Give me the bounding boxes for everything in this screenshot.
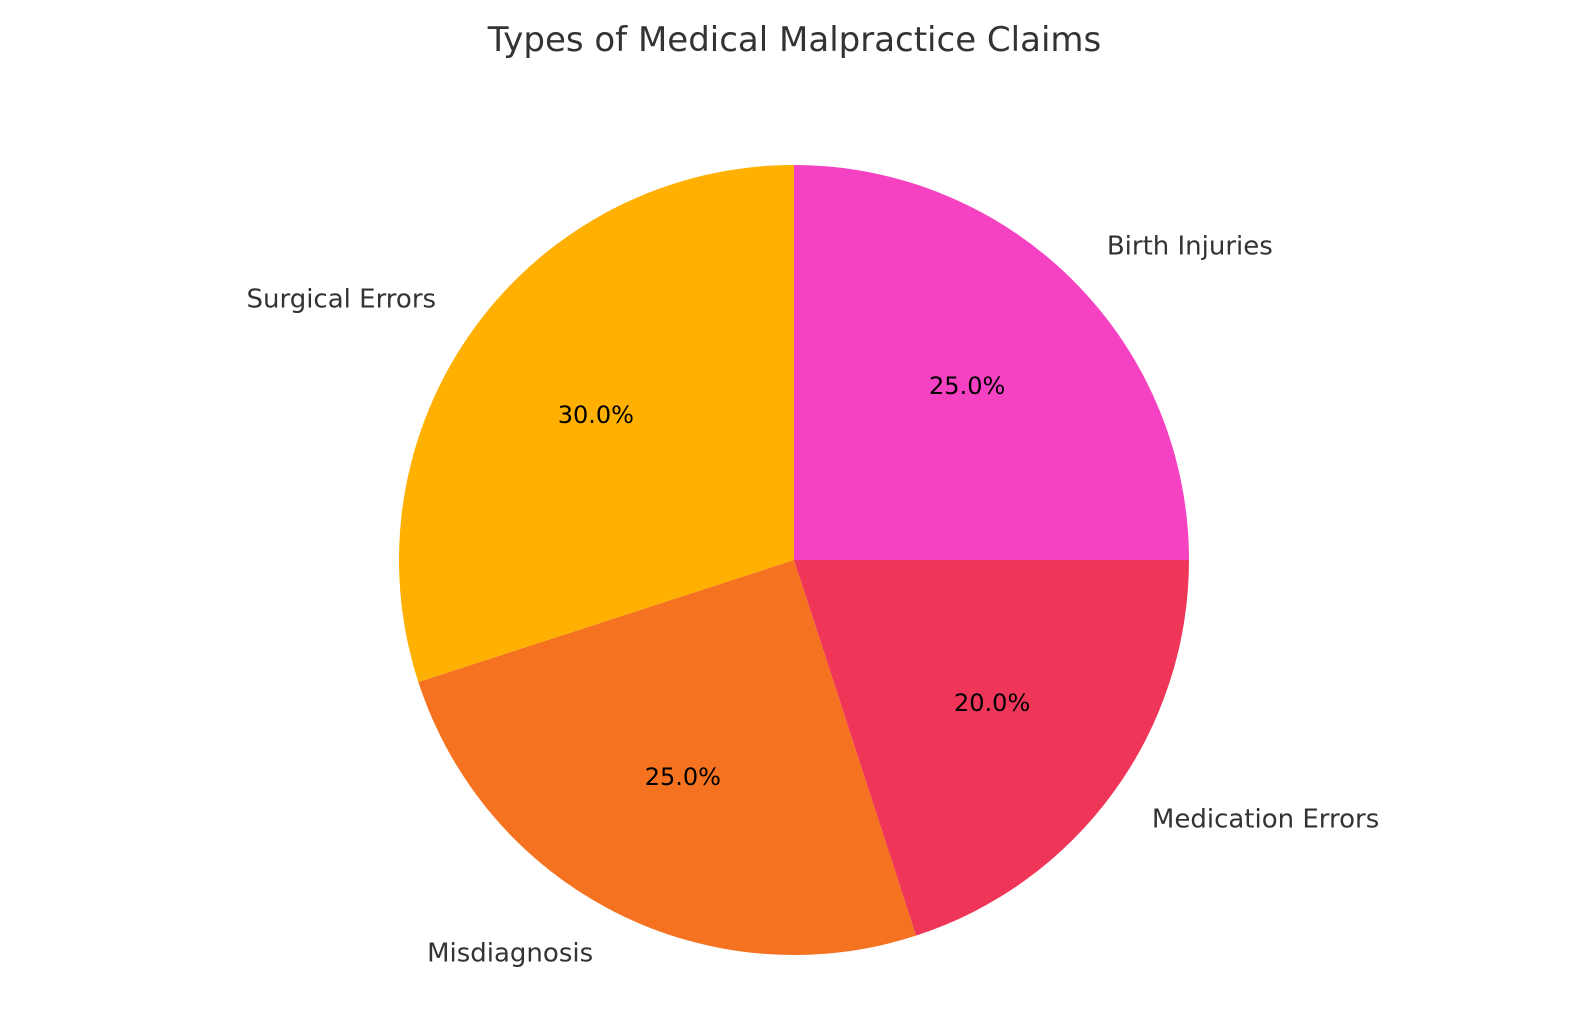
pie-slice-percent: 25.0% [929, 372, 1005, 400]
pie-slice-label: Misdiagnosis [427, 939, 593, 969]
pie-slice-percent: 30.0% [558, 401, 634, 429]
pie-slice-label: Birth Injuries [1107, 232, 1273, 262]
pie-slice-label: Medication Errors [1152, 805, 1379, 835]
pie-chart-container: Types of Medical Malpractice Claims 25.0… [0, 0, 1589, 1014]
pie-slice-percent: 25.0% [645, 763, 721, 791]
pie-chart-svg: 25.0% Birth Injuries 20.0% Medication Error… [0, 0, 1589, 1014]
pie-slice [794, 165, 1189, 560]
pie-slice-percent: 20.0% [954, 689, 1030, 717]
pie-slice-label: Surgical Errors [246, 284, 436, 314]
